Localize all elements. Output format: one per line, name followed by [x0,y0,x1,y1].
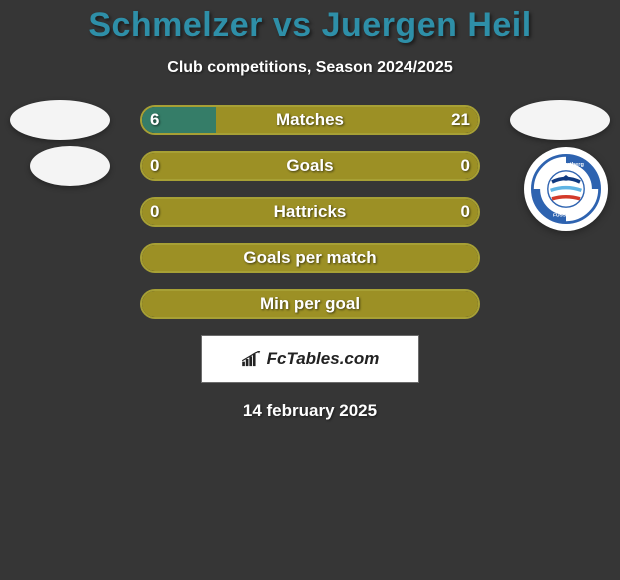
bar-full-segment [142,291,478,317]
chart-area: 6 Matches 21 0 Goals 0 TSV Hartberg FUSS… [0,105,620,319]
page-subtitle: Club competitions, Season 2024/2025 [0,59,620,77]
bar-container [140,197,480,227]
player-right-badge-placeholder [510,100,610,140]
bar-full-segment [142,199,478,225]
player-left-badge-placeholder [10,100,110,140]
player-left-badge-placeholder-2 [30,146,110,186]
stat-row-goals-per-match: Goals per match [0,243,620,273]
stat-row-matches: 6 Matches 21 [0,105,620,135]
stat-right-value: 0 [461,197,470,227]
stat-row-min-per-goal: Min per goal [0,289,620,319]
stat-row-hattricks: 0 Hattricks 0 [0,197,620,227]
bar-full-segment [142,245,478,271]
stat-left-value: 0 [150,197,159,227]
bar-container [140,289,480,319]
bar-right-segment [216,107,478,133]
stat-right-value: 21 [451,105,470,135]
stat-left-value: 0 [150,151,159,181]
page-title: Schmelzer vs Juergen Heil [0,0,620,45]
date-text: 14 february 2025 [0,401,620,421]
comparison-infographic: Schmelzer vs Juergen Heil Club competiti… [0,0,620,580]
svg-text:TSV Hartberg: TSV Hartberg [548,162,584,168]
stat-left-value: 6 [150,105,159,135]
attribution-text: FcTables.com [267,349,380,369]
bar-container [140,243,480,273]
bar-chart-icon [241,351,263,367]
bar-full-segment [142,153,478,179]
bar-container [140,151,480,181]
stat-right-value: 0 [461,151,470,181]
stat-row-goals: 0 Goals 0 TSV Hartberg FUSSBALL [0,151,620,181]
attribution-box: FcTables.com [201,335,419,383]
bar-container [140,105,480,135]
